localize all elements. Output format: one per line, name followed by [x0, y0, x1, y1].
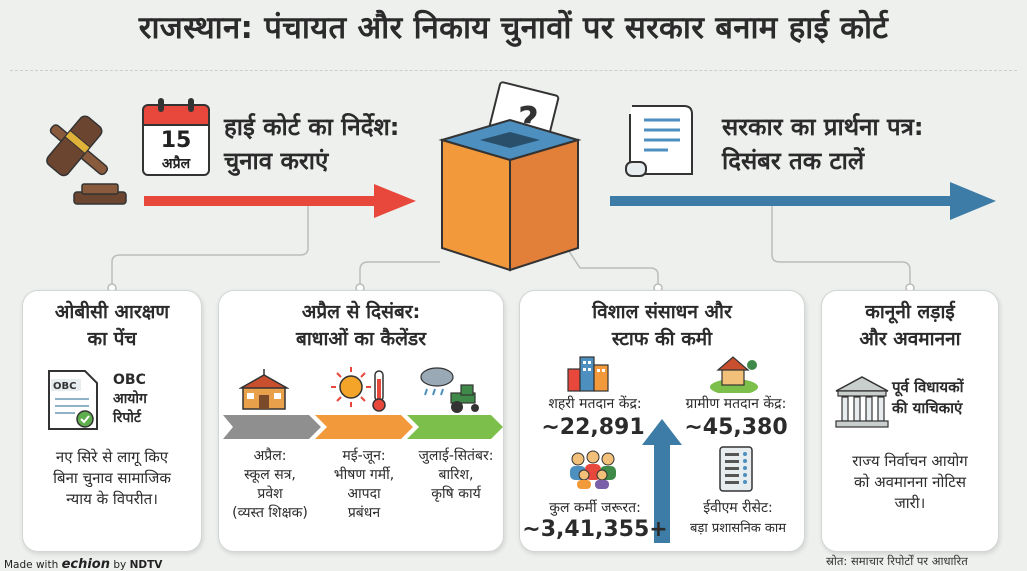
resources-staff-card: विशाल संसाधन और स्टाफ की कमी शहरी मतदान … [519, 290, 805, 552]
courthouse-icon [835, 376, 889, 428]
heat-sun-icon [331, 367, 386, 412]
calendar-day: 15 [160, 128, 192, 153]
doc-label: OBC [53, 381, 76, 392]
ndtv-logo: NDTV [129, 559, 163, 571]
obstacles-calendar-card: अप्रैल से दिसंबर: बाधाओं का कैलेंडर अप्र… [218, 290, 504, 552]
calendar-card-title: अप्रैल से दिसंबर: बाधाओं का कैलेंडर [296, 301, 426, 350]
resources-card-title: विशाल संसाधन और स्टाफ की कमी [592, 301, 732, 350]
phase-april: अप्रैल: स्कूल सत्र, प्रवेश (व्यस्त शिक्ष… [232, 448, 308, 521]
legal-description: राज्य निर्वाचन आयोग को अवमानना नोटिस जार… [852, 452, 968, 512]
blue-arrow-icon [610, 182, 996, 220]
staff-required-value: ~3,41,355+ [522, 517, 668, 542]
timeline-arrows [223, 415, 503, 439]
obc-description: नए सिरे से लागू किए बिना चुनाव सामाजिक न… [53, 448, 171, 508]
evm-machine-icon [719, 446, 753, 492]
rural-polling-label: ग्रामीण मतदान केंद्र: [685, 396, 787, 412]
city-buildings-icon [567, 356, 609, 392]
document-check-icon: OBC [48, 370, 98, 430]
rural-village-icon [710, 356, 758, 393]
calendar-month: अप्रैल [161, 156, 191, 172]
obc-reservation-card: ओबीसी आरक्षण का पेंच OBC OBC आयोग रिपोर्… [22, 290, 202, 552]
footer-credit: Made with echion by NDTV [4, 557, 163, 571]
legal-card-title: कानूनी लड़ाई और अवमानना [859, 301, 961, 350]
obc-report-label: OBC आयोग रिपोर्ट [113, 372, 147, 426]
gavel-icon [46, 115, 127, 205]
echion-logo: echion [61, 557, 110, 571]
phase-may-june: मई-जून: भीषण गर्मी, आपदा प्रबंधन [333, 448, 395, 521]
calendar-icon: 15 अप्रैल [142, 98, 210, 182]
up-arrow-icon [642, 419, 682, 543]
legal-battle-card: कानूनी लड़ाई और अवमानना पूर्व विधायकों क… [821, 290, 999, 552]
government-petition: सरकार का प्रार्थना पत्र: दिसंबर तक टालें [722, 113, 924, 175]
source-note: स्रोत: समाचार रिपोर्टों पर आधारित [826, 554, 968, 568]
petition-scroll-icon [625, 105, 693, 177]
red-arrow-icon [144, 184, 416, 218]
school-icon [239, 369, 289, 410]
evm-reset-value: बड़ा प्रशासनिक काम [689, 521, 787, 536]
rain-tractor-icon [420, 367, 479, 413]
evm-reset-label: ईवीएम रीसेट: [703, 500, 773, 516]
obc-card-title: ओबीसी आरक्षण का पेंच [54, 301, 170, 350]
page-title: राजस्थान: पंचायत और निकाय चुनावों पर सरक… [138, 10, 889, 46]
ballot-box-icon: ? [438, 81, 582, 272]
staff-required-label: कुल कर्मी जरूरत: [549, 500, 641, 516]
phase-july-september: जुलाई-सितंबर: बारिश, कृषि कार्य [418, 448, 494, 502]
high-court-directive: हाई कोर्ट का निर्देश: चुनाव कराएं [224, 113, 400, 175]
title-divider [10, 70, 1017, 71]
urban-polling-value: ~22,891 [541, 415, 645, 440]
rural-polling-value: ~45,380 [684, 415, 788, 440]
urban-polling-label: शहरी मतदान केंद्र: [548, 396, 642, 412]
petition-text: पूर्व विधायकों की याचिकाएं [892, 378, 964, 417]
staff-people-icon [570, 450, 616, 489]
